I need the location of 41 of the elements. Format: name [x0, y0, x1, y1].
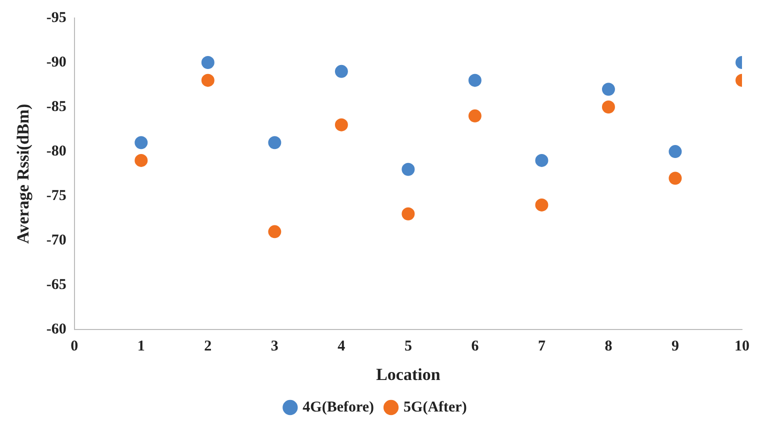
point	[334, 118, 348, 132]
x-tick-label: 10	[734, 338, 750, 354]
point	[602, 82, 615, 96]
point	[602, 100, 615, 114]
point	[535, 198, 548, 212]
x-tick-label: 8	[604, 338, 612, 354]
point	[535, 154, 548, 167]
point	[468, 109, 482, 122]
x-tick-label: 9	[671, 338, 679, 354]
y-tick-label: -60	[46, 321, 66, 338]
y-tick-label: -70	[46, 232, 66, 248]
x-tick-label: 4	[338, 338, 346, 354]
legend-label: 5G(After)	[404, 399, 467, 416]
x-tick-label: 5	[404, 338, 412, 354]
x-tick-label: 7	[538, 338, 546, 354]
y-axis-title: Average Rssi(dBm)	[14, 104, 33, 244]
x-tick-label: 0	[70, 338, 78, 354]
point	[468, 74, 482, 87]
point	[268, 136, 282, 150]
y-tick-label: -85	[46, 98, 66, 115]
point	[668, 145, 682, 158]
point	[201, 74, 214, 87]
y-tick-label: -90	[46, 54, 66, 70]
point	[268, 225, 282, 238]
point	[668, 172, 682, 185]
y-tick-label: -95	[46, 10, 66, 26]
point	[402, 207, 415, 220]
y-tick-label: -65	[46, 276, 66, 293]
x-tick-label: 6	[471, 338, 480, 354]
x-axis-title: Location	[376, 365, 441, 384]
x-tick-label: 2	[204, 338, 212, 354]
point	[201, 56, 214, 70]
x-tick-label: 3	[270, 338, 278, 354]
point	[402, 162, 415, 176]
point	[334, 64, 348, 78]
point	[134, 154, 148, 167]
x-tick-label: 1	[137, 338, 145, 354]
point	[134, 136, 148, 150]
y-tick-label: -75	[46, 188, 66, 204]
y-tick-label: -80	[46, 143, 66, 160]
legend-label: 4G(Before)	[302, 399, 374, 416]
